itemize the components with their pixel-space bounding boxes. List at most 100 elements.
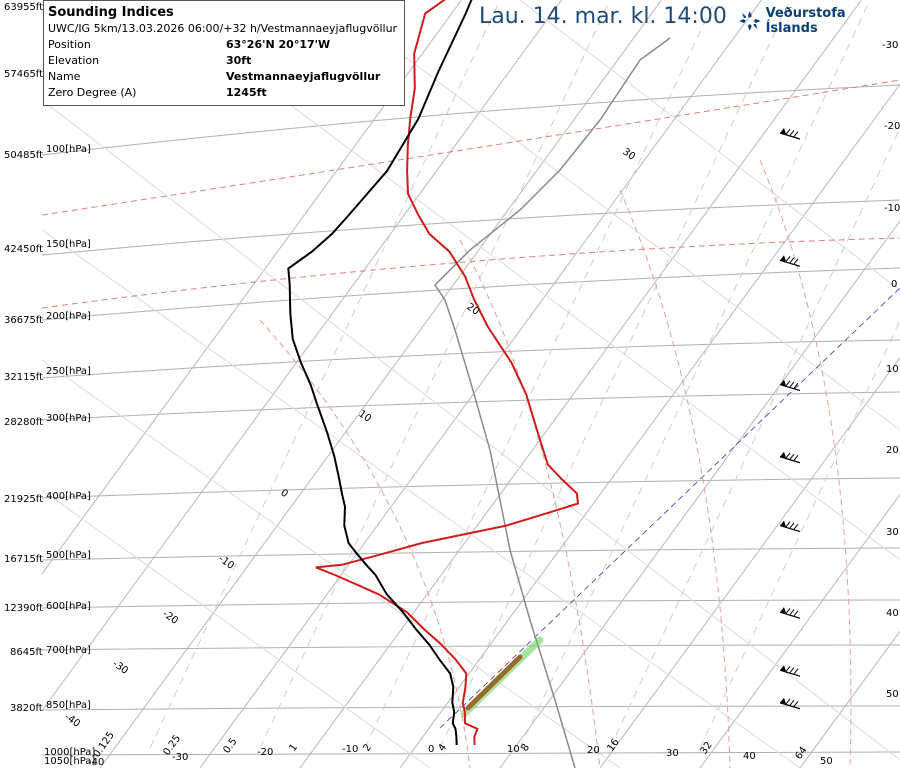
mixing-ratio-line [439,0,791,749]
moist-adiabat-line [259,319,471,768]
moist-adiabat-line [759,159,852,768]
isobar-line [41,199,900,256]
info-row-zero-degree: Zero Degree (A) 1245ft [48,85,400,101]
mixing-ratio-line [364,0,716,749]
parcel-line [434,37,671,768]
vedurstofa-logo: Veðurstofa Íslands [738,6,900,36]
info-value: 1245ft [226,86,267,99]
isotherm-label: 0 [278,487,290,500]
isotherm-label: 20 [464,301,481,317]
isotherm-label: -30 [110,658,130,676]
isotherm-line [199,0,763,768]
isotherm-line [499,220,900,768]
pressure-label: 100[hPa] [46,144,91,155]
bottom-tick: -30 [172,752,188,763]
isobar-line [41,391,900,421]
info-value: Vestmannaeyjaflugvöllur [226,70,381,83]
isotherm-label: -40 [62,711,82,729]
info-row-position: Position 63°26'N 20°17'W [48,37,400,53]
mixing-ratio-label: 32 [698,740,714,757]
info-row-elevation: Elevation 30ft [48,53,400,69]
info-row-name: Name Vestmannaeyjaflugvöllur [48,69,400,85]
mixing-ratio-line [259,0,611,749]
info-key: Position [48,38,91,51]
bottom-tick: -10 [342,744,358,755]
mixing-ratio-line [519,0,871,749]
hodograph-reference-line [439,287,900,729]
isotherm-label: 30 [620,146,637,162]
bottom-tick: 20 [587,745,600,756]
pressure-label: 1000[hPa] [44,747,95,758]
panel-title: Sounding Indices [48,5,174,20]
pressure-label: 150[hPa] [46,239,91,250]
mixing-ratio-label: 64 [793,745,809,762]
dry-adiabat-line [42,489,431,768]
wind-barb-icon [779,697,801,710]
bottom-tick: 40 [743,751,756,762]
bottom-tick: -20 [257,747,273,758]
right-temp-tick: -20 [884,121,900,132]
temperature-line [315,0,580,746]
dry-adiabat-line [329,0,900,431]
height-label: 28280ft [4,417,43,428]
height-label: 32115ft [4,372,43,383]
isotherm-label: -20 [160,608,180,626]
wind-barb-icon [779,127,801,140]
isobar-line [41,339,900,379]
height-label: 16715ft [4,554,43,565]
pressure-label: 1050[hPa] [44,756,95,767]
mixing-ratio-line [699,319,900,749]
wind-barbs [779,127,801,710]
mixing-ratio-label: 0.5 [221,736,239,755]
cloud-band [465,654,523,711]
mixing-ratio-label: 16 [605,737,621,754]
height-label: 3820ft [10,703,43,714]
bottom-tick: -40 [88,757,104,768]
cloud-layer [460,636,544,718]
right-temp-tick: -10 [884,203,900,214]
pressure-label: 300[hPa] [46,413,91,424]
right-temp-tick: 40 [886,608,899,619]
pressure-label: 500[hPa] [46,550,91,561]
info-key: Zero Degree (A) [48,86,137,99]
isotherm-line [299,0,863,768]
height-label: 57465ft [4,69,43,80]
right-temp-tick: 50 [886,689,899,700]
wind-barb-icon [779,607,801,619]
height-label: 8645ft [10,647,43,658]
wind-barb-icon [779,520,801,533]
parcel-profile [434,37,671,768]
wind-barb-icon [779,379,801,392]
wind-barb-icon [779,665,801,677]
height-label: 50485ft [4,150,43,161]
pressure-label: 400[hPa] [46,491,91,502]
info-value: 63°26'N 20°17'W [226,38,331,51]
right-temp-tick: -30 [882,40,898,51]
isobar-line [41,599,900,609]
moist-adiabat-line [619,189,731,768]
isotherm-line [599,356,900,768]
wind-barb-icon [779,451,801,464]
isobar-line [41,477,900,499]
brand-name: Veðurstofa Íslands [765,6,846,36]
height-label: 42450ft [4,244,43,255]
height-label: 63955ft [4,2,43,13]
dry-adiabat-line [519,0,900,291]
dewpoint-line [287,0,473,746]
right-temp-tick: 10 [886,364,899,375]
wind-barb-icon [779,255,801,267]
right-temp-tick: 30 [886,527,899,538]
moist-adiabats-layer [42,79,900,768]
dry-adiabat-line [42,99,900,761]
isotherm-line [42,0,463,575]
height-label: 21925ft [4,494,43,505]
mixing-ratio-layer [149,0,900,749]
mixing-ratio-line [149,0,501,749]
dry-adiabats-layer [42,0,900,768]
snowflake-icon [738,11,761,31]
moist-adiabat-line [459,239,601,768]
axis-labels: 63955ft 57465ft 50485ft 42450ft 36675ft … [4,2,900,768]
bottom-tick: 10 [507,744,520,755]
info-key: Name [48,70,81,83]
